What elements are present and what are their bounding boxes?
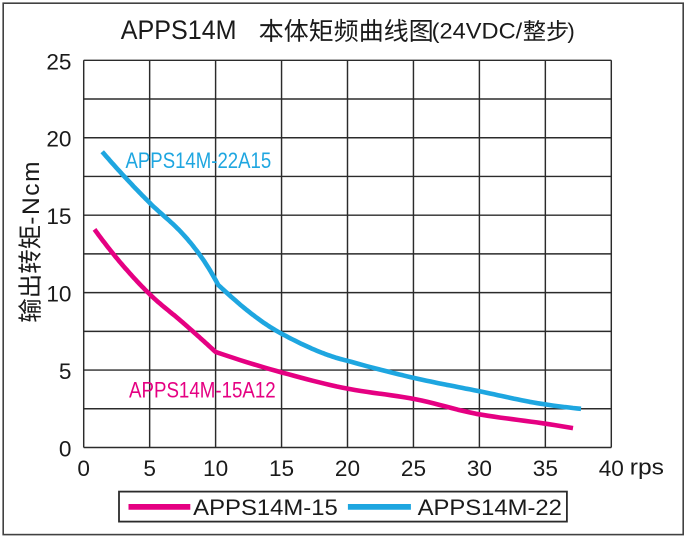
svg-text:5: 5 bbox=[59, 359, 72, 384]
svg-text:0: 0 bbox=[77, 456, 90, 481]
svg-text:rps: rps bbox=[630, 454, 664, 479]
svg-text:10: 10 bbox=[46, 282, 71, 307]
svg-text:15: 15 bbox=[46, 204, 71, 229]
svg-text:(24VDC/: (24VDC/ bbox=[432, 19, 523, 44]
svg-text:30: 30 bbox=[467, 456, 492, 481]
svg-text:20: 20 bbox=[335, 456, 360, 481]
svg-text:APPS14M-15: APPS14M-15 bbox=[193, 495, 338, 520]
svg-text:10: 10 bbox=[203, 456, 228, 481]
svg-text:APPS14M-22A15: APPS14M-22A15 bbox=[126, 148, 272, 173]
svg-text:40: 40 bbox=[599, 456, 624, 481]
svg-text:): ) bbox=[567, 19, 574, 44]
svg-text:APPS14M-15A12: APPS14M-15A12 bbox=[129, 377, 276, 402]
svg-text:-Ncm: -Ncm bbox=[18, 161, 45, 224]
svg-text:20: 20 bbox=[46, 127, 71, 152]
svg-text:0: 0 bbox=[59, 437, 72, 462]
svg-text:5: 5 bbox=[143, 456, 156, 481]
svg-text:APPS14M: APPS14M bbox=[121, 15, 237, 45]
svg-text:15: 15 bbox=[269, 456, 294, 481]
svg-text:35: 35 bbox=[533, 456, 558, 481]
svg-text:25: 25 bbox=[401, 456, 426, 481]
svg-text:APPS14M-22: APPS14M-22 bbox=[418, 495, 562, 520]
svg-text:25: 25 bbox=[46, 49, 71, 74]
